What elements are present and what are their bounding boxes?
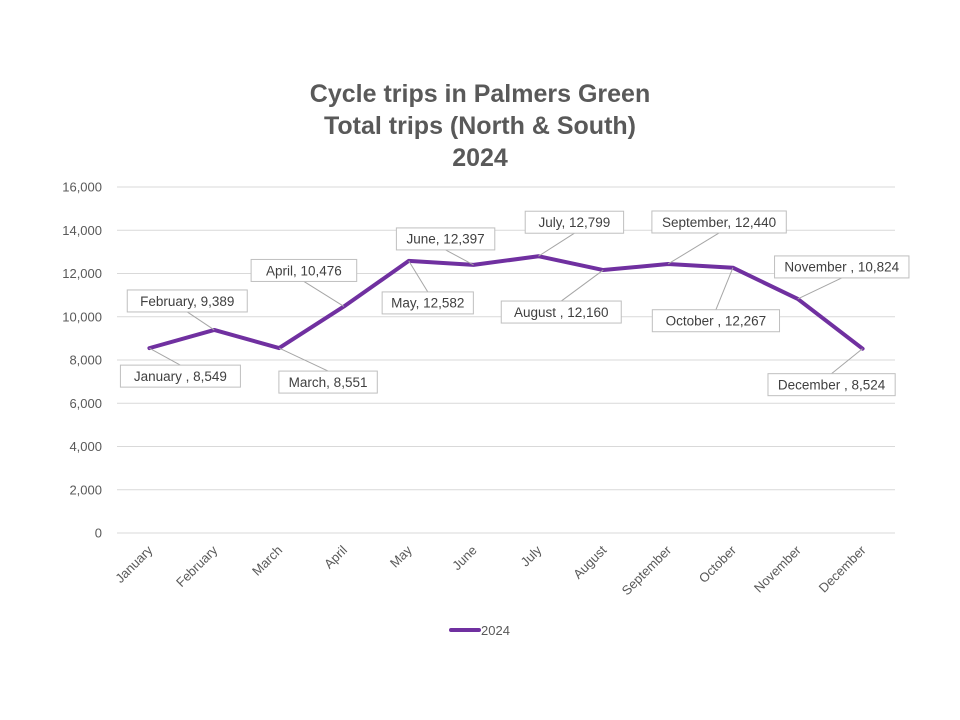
data-label-leader xyxy=(278,347,329,372)
y-tick-label: 12,000 xyxy=(62,266,102,281)
data-label: August , 12,160 xyxy=(500,269,622,324)
data-label: December , 8,524 xyxy=(767,348,896,397)
data-label: March, 8,551 xyxy=(278,347,378,394)
data-label-text: March, 8,551 xyxy=(289,375,368,390)
y-tick-label: 4,000 xyxy=(69,439,102,454)
data-label-box xyxy=(126,289,248,313)
data-labels: January , 8,549 February, 9,389 March, 8,5… xyxy=(119,210,910,397)
legend: 2024 xyxy=(449,623,510,638)
data-label-text: November , 10,824 xyxy=(784,260,899,275)
data-label-leader xyxy=(445,249,474,266)
data-label-box xyxy=(767,373,896,397)
data-label-box xyxy=(119,364,241,388)
data-label-leader xyxy=(831,348,863,375)
y-tick-label: 6,000 xyxy=(69,396,102,411)
data-label-box xyxy=(524,210,625,234)
data-label-text: August , 12,160 xyxy=(514,305,609,320)
x-tick-label: October xyxy=(696,542,740,586)
data-label-box xyxy=(651,210,787,234)
data-label-box xyxy=(651,309,781,333)
series-line-2024 xyxy=(147,254,865,351)
data-label-leader xyxy=(408,260,429,293)
x-axis-ticks: January February March April May June July Augu… xyxy=(112,542,869,598)
data-label-text: December , 8,524 xyxy=(778,377,886,392)
data-label-box xyxy=(278,370,378,394)
data-label-text: February, 9,389 xyxy=(140,294,234,309)
data-label: July, 12,799 xyxy=(524,210,625,257)
x-tick-label: November xyxy=(751,542,804,595)
data-label: June, 12,397 xyxy=(395,227,496,266)
data-label-box xyxy=(250,258,358,282)
data-label-text: May, 12,582 xyxy=(391,296,464,311)
x-tick-label: February xyxy=(173,542,221,590)
data-label-text: September, 12,440 xyxy=(662,215,776,230)
y-tick-label: 0 xyxy=(95,526,102,541)
data-label-box xyxy=(500,300,622,324)
data-label-text: July, 12,799 xyxy=(539,215,611,230)
data-label: November , 10,824 xyxy=(774,255,910,300)
x-tick-label: August xyxy=(570,542,609,581)
x-tick-label: July xyxy=(518,542,545,569)
chart-title-line-3: 2024 xyxy=(452,144,508,172)
data-label-box xyxy=(395,227,496,251)
y-tick-label: 10,000 xyxy=(62,309,102,324)
y-tick-label: 8,000 xyxy=(69,353,102,368)
data-label-leader xyxy=(715,267,734,310)
data-label-leader xyxy=(186,311,215,331)
data-label-leader xyxy=(560,269,604,302)
data-label-leader xyxy=(149,347,181,366)
data-label: October , 12,267 xyxy=(651,267,781,333)
y-tick-label: 16,000 xyxy=(62,180,102,195)
data-label-text: April, 10,476 xyxy=(266,263,342,278)
data-label-leader xyxy=(667,232,720,265)
data-label-text: January , 8,549 xyxy=(134,369,227,384)
data-label-leader xyxy=(303,281,345,307)
data-label: September, 12,440 xyxy=(651,210,787,265)
chart-title-line-1: Cycle trips in Palmers Green xyxy=(310,80,650,108)
y-tick-label: 14,000 xyxy=(62,223,102,238)
data-label-box xyxy=(381,291,474,315)
data-label: May, 12,582 xyxy=(381,260,474,315)
y-axis-ticks: 0 2,000 4,000 6,000 8,000 10,000 12,000 14,000 1… xyxy=(62,180,102,541)
data-label-box xyxy=(774,255,910,279)
data-label-text: October , 12,267 xyxy=(666,314,767,329)
data-label: February, 9,389 xyxy=(126,289,248,331)
x-tick-label: May xyxy=(387,542,415,570)
y-tick-label: 2,000 xyxy=(69,482,102,497)
x-tick-label: December xyxy=(816,542,869,595)
x-tick-label: January xyxy=(112,542,156,586)
data-label-text: June, 12,397 xyxy=(407,232,485,247)
legend-label: 2024 xyxy=(481,623,510,638)
chart-title-line-2: Total trips (North & South) xyxy=(324,112,636,140)
gridlines xyxy=(117,186,895,534)
series-2024 xyxy=(147,254,865,351)
data-label: April, 10,476 xyxy=(250,258,358,307)
data-label-leader xyxy=(797,277,842,300)
x-tick-label: June xyxy=(449,543,480,574)
data-label-leader xyxy=(538,232,575,257)
data-label: January , 8,549 xyxy=(119,347,241,388)
x-tick-label: March xyxy=(249,543,285,579)
x-tick-label: September xyxy=(619,542,675,598)
x-tick-label: April xyxy=(321,542,350,571)
